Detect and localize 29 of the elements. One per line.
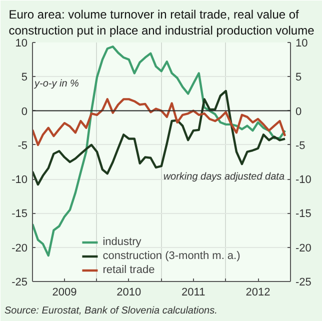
x-tick-label: 2011: [182, 286, 206, 298]
y2-tick-label: 5: [296, 72, 302, 84]
line-series: [32, 90, 286, 186]
y2-tick-label: -25: [296, 276, 312, 288]
y-tick-label: 5: [21, 72, 28, 84]
legend-label: industry: [102, 235, 142, 249]
y-tick-label: -25: [12, 276, 28, 288]
y-tick-label: -5: [18, 140, 28, 152]
x-tick-label: 2010: [116, 286, 142, 298]
y-tick-label: -10: [12, 174, 28, 186]
y-tick-label: -20: [12, 242, 28, 254]
x-tick-label: 2012: [246, 286, 270, 298]
chart-title: Euro area: volume turnover in retail trade, real value of construction put in place and industrial production volume: [8, 7, 315, 38]
line-series: [32, 98, 286, 146]
y2-tick-label: 0: [296, 106, 302, 118]
y-tick-label: 10: [15, 38, 28, 50]
legend-label: construction (3-month m. a.): [102, 249, 240, 263]
source-note: Source: Eurostat, Bank of Slovenia calculations.: [4, 306, 218, 316]
y-tick-label: 0: [21, 106, 28, 118]
y2-tick-label: -20: [296, 242, 312, 254]
y-tick-label: -15: [12, 208, 28, 220]
y2-tick-label: -5: [296, 140, 306, 152]
legend-label: retail trade: [102, 263, 155, 277]
y2-tick-label: -10: [296, 174, 312, 186]
y2-tick-label: -15: [296, 208, 312, 220]
x-tick-label: 2009: [52, 286, 77, 298]
annotation: working days adjusted data: [163, 171, 285, 182]
y2-tick-label: 10: [296, 38, 308, 50]
y-axis-title: y-o-y in %: [34, 78, 80, 90]
